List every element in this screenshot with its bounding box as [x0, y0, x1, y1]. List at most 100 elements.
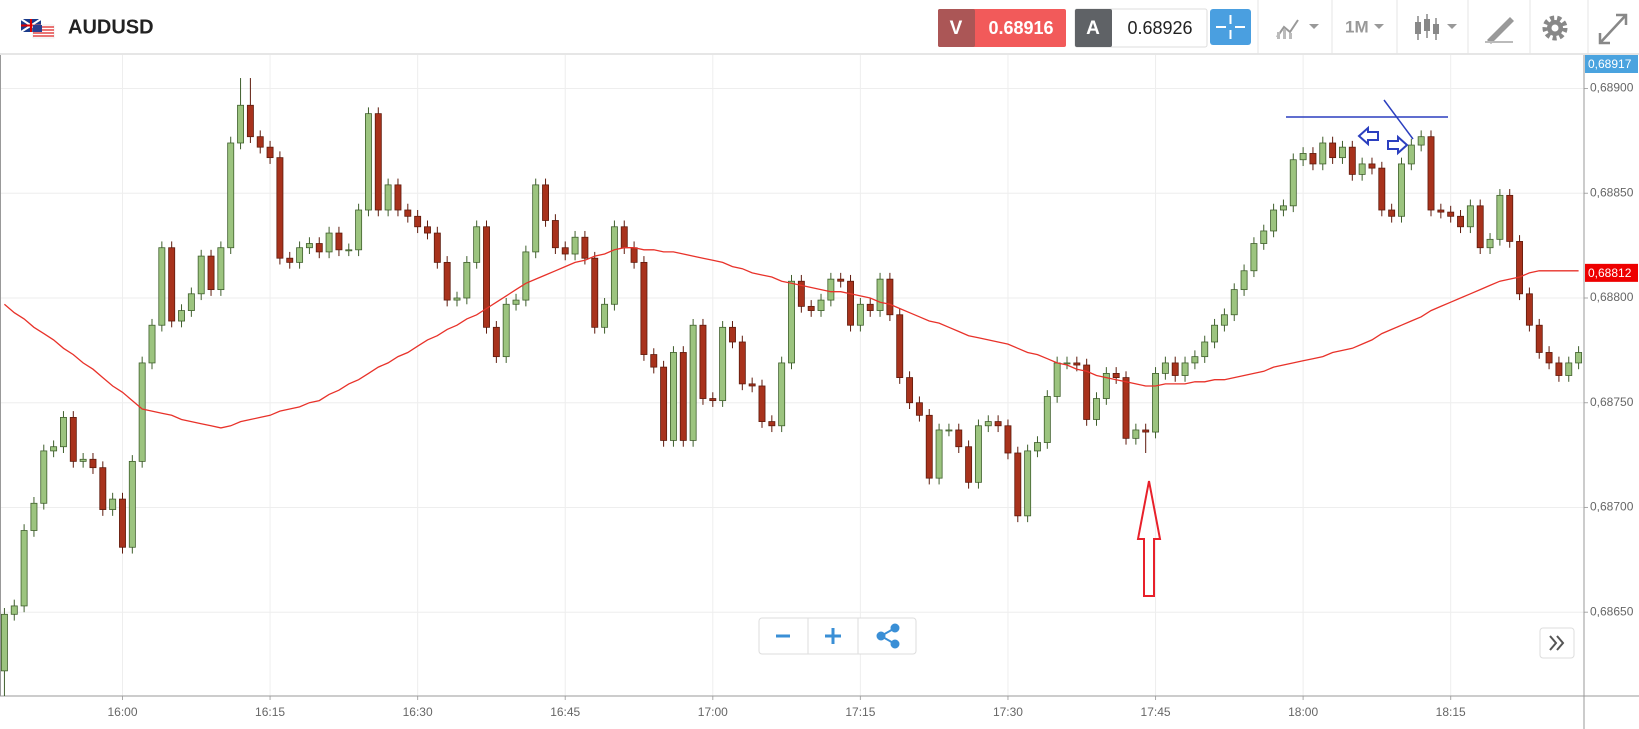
candle-body	[1043, 396, 1051, 443]
candle-body	[158, 247, 166, 326]
candle-body	[915, 402, 923, 416]
price-tag	[1585, 263, 1638, 282]
crosshair-box[interactable]	[1210, 9, 1251, 45]
y-tick-label: 0,68800	[1590, 290, 1634, 304]
candle-body	[1506, 194, 1514, 242]
chart-style-button[interactable]	[1276, 19, 1319, 39]
candle-body	[1270, 209, 1278, 232]
settings-button[interactable]	[1542, 15, 1568, 41]
dropdown-arrow[interactable]	[1309, 24, 1319, 29]
buy-button[interactable]: A 0.68926	[1074, 8, 1208, 48]
candle-body	[414, 215, 422, 228]
candle-body	[424, 226, 431, 234]
candle-body	[355, 209, 363, 251]
candle-body	[994, 421, 1002, 427]
draw-button[interactable]	[1485, 17, 1514, 44]
candle-body	[571, 236, 579, 255]
candle-body	[1220, 314, 1228, 326]
candle-body	[1004, 425, 1012, 454]
candle-body	[502, 303, 510, 358]
candle-body	[738, 341, 746, 385]
candle-body	[89, 458, 97, 469]
candle-body	[788, 280, 795, 364]
candle-body	[1024, 450, 1032, 517]
candle-body	[276, 157, 284, 259]
buy-label[interactable]: A	[1086, 18, 1100, 39]
candle-body	[1073, 362, 1081, 366]
x-tick-label: 17:15	[845, 705, 875, 719]
candle-body	[729, 326, 736, 343]
dropdown-arrow[interactable]	[1374, 24, 1384, 29]
candle-body	[1378, 167, 1386, 211]
candle-body	[1201, 341, 1209, 358]
candle-body	[1191, 356, 1199, 364]
candle-body	[187, 293, 195, 311]
timeframe[interactable]: 1M	[1345, 17, 1369, 36]
candle-body	[1250, 243, 1258, 272]
timeframe-button[interactable]: 1M	[1345, 17, 1384, 36]
x-tick-label: 16:45	[550, 705, 580, 719]
candle-body	[1171, 362, 1179, 376]
candle-body	[99, 467, 107, 510]
y-tick-label: 0,68850	[1590, 185, 1634, 199]
candle-body	[1565, 362, 1573, 376]
candle-body	[1102, 373, 1110, 399]
candle-body	[404, 209, 412, 217]
sell-price[interactable]: 0.68916	[988, 18, 1053, 38]
candle-body	[1457, 215, 1464, 228]
candle-body	[345, 249, 353, 252]
candle-body	[227, 142, 235, 249]
zoom-controls	[758, 617, 917, 655]
dropdown-arrow[interactable]	[1447, 24, 1457, 29]
candle-body	[1152, 373, 1159, 433]
buy-label-box[interactable]	[1075, 9, 1112, 47]
candle-body	[847, 280, 854, 326]
candle-type-button[interactable]	[1415, 14, 1457, 40]
candle-body	[1211, 324, 1219, 343]
fullscreen-button[interactable]	[1598, 13, 1628, 45]
candle-body	[1535, 324, 1543, 353]
scroll-end-button[interactable]	[1539, 627, 1575, 659]
candle-body	[20, 530, 28, 607]
candle-body	[630, 247, 638, 263]
candle-body	[945, 429, 953, 432]
candle-body	[492, 326, 500, 358]
crosshair-button[interactable]	[1210, 9, 1251, 45]
candle-body	[758, 385, 766, 422]
buy-price[interactable]: 0.68926	[1127, 18, 1192, 38]
share-button[interactable]	[876, 623, 900, 649]
sell-button[interactable]: V 0.68916	[938, 9, 1066, 47]
sell-label[interactable]: V	[950, 18, 963, 39]
candle-body	[650, 354, 658, 368]
candle-body	[197, 255, 205, 295]
sell-label-box[interactable]	[938, 9, 975, 47]
candle-body	[817, 299, 825, 311]
candle-body	[60, 416, 67, 448]
candle-body	[1555, 362, 1563, 376]
zoom-in-button[interactable]	[825, 628, 841, 644]
x-tick-label: 16:30	[403, 705, 433, 719]
candle-body	[79, 458, 87, 462]
candle-body	[1034, 442, 1041, 452]
candle-body	[876, 278, 884, 311]
candle-body	[689, 324, 697, 441]
candle-body	[1299, 153, 1307, 161]
candle-body	[473, 226, 481, 263]
line-icon[interactable]	[1276, 19, 1299, 38]
candle-body	[394, 184, 402, 211]
candle-body	[679, 352, 687, 441]
candle-body	[463, 261, 471, 299]
candle-body	[256, 136, 264, 148]
candle-body	[797, 280, 805, 307]
candle-body	[532, 184, 540, 253]
candle-body	[660, 366, 668, 441]
candle-body	[1122, 377, 1130, 439]
left-arrow	[1357, 125, 1379, 147]
candle-body	[1014, 452, 1022, 517]
candle-body	[896, 314, 904, 378]
candle-body	[246, 104, 254, 138]
candle-body	[1417, 136, 1425, 146]
crosshair-icon[interactable]	[1216, 15, 1245, 39]
candle-body	[807, 305, 815, 311]
candle-body	[286, 257, 294, 263]
